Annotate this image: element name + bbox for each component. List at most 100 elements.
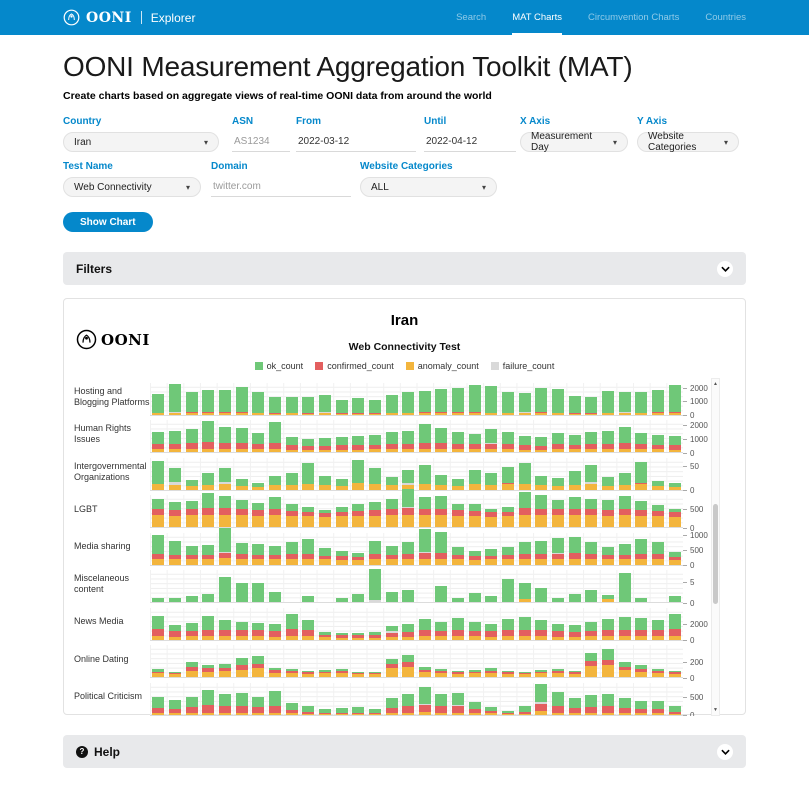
filters-section-header[interactable]: Filters [63,252,746,285]
bar-stack[interactable] [668,670,681,677]
bar-stack[interactable] [435,495,448,527]
bar-stack[interactable] [468,592,481,602]
bar-stack[interactable] [635,597,648,602]
bar-stack[interactable] [285,396,298,415]
bar-stack[interactable] [218,663,231,677]
bar-stack[interactable] [368,399,381,415]
help-section-header[interactable]: ? Help [63,735,746,768]
bar-stack[interactable] [318,437,331,452]
bar-stack[interactable] [435,585,448,602]
bar-stack[interactable] [468,434,481,452]
bar-stack[interactable] [535,475,548,490]
country-select[interactable]: Iran ▾ [63,132,219,152]
bar-stack[interactable] [468,622,481,640]
bar-stack[interactable] [318,509,331,527]
bar-stack[interactable] [402,489,415,527]
bar-stack[interactable] [452,387,465,415]
bar-stack[interactable] [585,464,598,490]
bar-stack[interactable] [568,435,581,452]
bar-stack[interactable] [535,587,548,602]
bar-stack[interactable] [302,539,315,565]
bar-stack[interactable] [452,546,465,565]
bar-stack[interactable] [435,621,448,640]
brand[interactable]: OONI Explorer [63,9,195,26]
bar-stack[interactable] [435,389,448,415]
bar-stack[interactable] [352,633,365,640]
bar-stack[interactable] [302,462,315,490]
bar-stack[interactable] [635,618,648,640]
bar-stack[interactable] [185,428,198,452]
bar-stack[interactable] [468,669,481,677]
bar-stack[interactable] [252,696,265,715]
bar-stack[interactable] [418,666,431,677]
bar-stack[interactable] [268,691,281,715]
bar-stack[interactable] [335,478,348,490]
bar-stack[interactable] [202,421,215,452]
bar-stack[interactable] [185,623,198,640]
bar-stack[interactable] [502,506,515,527]
bar-stack[interactable] [318,548,331,565]
bar-stack[interactable] [452,597,465,602]
bar-stack[interactable] [518,671,531,677]
nav-link-mat-charts[interactable]: MAT Charts [512,0,562,35]
scroll-down-icon[interactable]: ▼ [713,707,718,713]
bar-stack[interactable] [518,436,531,452]
bar-stack[interactable] [485,668,498,677]
bar-stack[interactable] [235,428,248,452]
bar-stack[interactable] [335,507,348,527]
bar-stack[interactable] [435,428,448,452]
from-date-input[interactable] [296,132,416,152]
bar-stack[interactable] [218,495,231,527]
bar-stack[interactable] [618,544,631,565]
bar-stack[interactable] [535,669,548,677]
bar-stack[interactable] [552,538,565,565]
bar-stack[interactable] [168,383,181,415]
bar-stack[interactable] [485,386,498,415]
bar-stack[interactable] [235,693,248,715]
bar-stack[interactable] [452,431,465,452]
legend-item-failure_count[interactable]: failure_count [490,361,554,371]
bar-stack[interactable] [285,703,298,715]
bar-stack[interactable] [335,633,348,640]
bar-stack[interactable] [418,424,431,452]
bar-stack[interactable] [552,388,565,415]
bar-stack[interactable] [352,436,365,452]
bar-stack[interactable] [352,504,365,527]
bar-stack[interactable] [452,670,465,677]
bar-stack[interactable] [602,390,615,415]
bar-stack[interactable] [535,540,548,565]
bar-stack[interactable] [435,668,448,677]
bar-stack[interactable] [402,430,415,452]
bar-stack[interactable] [185,595,198,602]
bar-stack[interactable] [552,478,565,490]
bar-stack[interactable] [152,432,165,452]
bar-stack[interactable] [668,614,681,640]
bar-stack[interactable] [485,623,498,640]
bar-stack[interactable] [635,665,648,677]
bar-stack[interactable] [552,597,565,602]
bar-stack[interactable] [368,708,381,715]
bar-stack[interactable] [568,470,581,490]
bar-stack[interactable] [302,397,315,415]
bar-stack[interactable] [168,625,181,640]
bar-stack[interactable] [252,502,265,527]
bar-stack[interactable] [252,482,265,490]
website-categories-select[interactable]: ALL ▾ [360,177,497,197]
bar-stack[interactable] [635,433,648,452]
bar-stack[interactable] [218,577,231,602]
test-name-select[interactable]: Web Connectivity ▾ [63,177,201,197]
bar-stack[interactable] [402,624,415,640]
bar-stack[interactable] [302,620,315,640]
bar-stack[interactable] [552,692,565,715]
bar-stack[interactable] [202,593,215,602]
bar-stack[interactable] [302,595,315,602]
bar-stack[interactable] [318,669,331,677]
bar-stack[interactable] [535,388,548,415]
bar-stack[interactable] [368,502,381,527]
bar-stack[interactable] [218,426,231,452]
bar-stack[interactable] [602,499,615,527]
bar-stack[interactable] [202,689,215,715]
bar-stack[interactable] [302,507,315,527]
bar-stack[interactable] [352,459,365,490]
bar-stack[interactable] [468,550,481,565]
